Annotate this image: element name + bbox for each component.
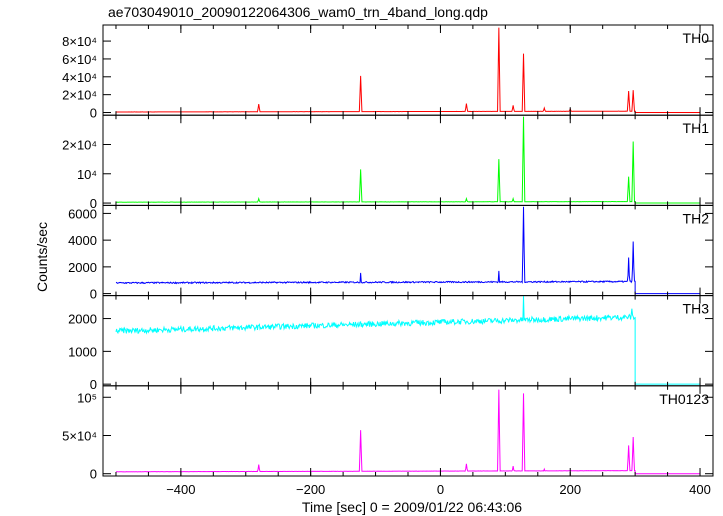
chart-title: ae703049010_20090122064306_wam0_trn_4ban… [108, 4, 488, 20]
x-tick-label: 0 [437, 482, 444, 497]
y-tick-label: 8×10⁴ [62, 34, 97, 49]
y-tick-label: 4000 [68, 233, 97, 248]
panel-th2: 0 2000 4000 6000 TH2 [68, 204, 714, 302]
series-label-th0123: TH0123 [659, 391, 709, 407]
y-tick-label: 0 [90, 196, 97, 211]
y-tick-label: 2000 [68, 312, 97, 327]
y-tick-label: 6000 [68, 206, 97, 221]
y-axis-label: Counts/sec [34, 222, 50, 292]
panel-th0: 0 2×10⁴ 4×10⁴ 6×10⁴ 8×10⁴ TH0 [62, 24, 714, 121]
y-tick-label: 2000 [68, 260, 97, 275]
x-tick-label: −200 [296, 482, 325, 497]
x-tick-label: 200 [559, 482, 581, 497]
y-tick-label: 0 [90, 287, 97, 302]
x-tick-label: −400 [166, 482, 195, 497]
series-line-th2 [115, 206, 701, 295]
panel-frame [102, 385, 714, 477]
series-label-th2: TH2 [683, 210, 710, 226]
panel-th1: 0 10⁴ 2×10⁴ TH1 [62, 114, 714, 211]
y-tick-label: 1000 [68, 344, 97, 359]
panel-th0123: 0 5×10⁴ 10⁵ TH0123 [62, 385, 714, 482]
series-label-th0: TH0 [683, 30, 710, 46]
series-line-th1 [115, 116, 701, 204]
series-line-th3 [115, 295, 701, 385]
y-tick-label: 0 [90, 467, 97, 482]
y-tick-label: 2×10⁴ [62, 88, 97, 103]
series-label-th3: TH3 [683, 301, 710, 317]
series-label-th1: TH1 [683, 120, 710, 136]
y-tick-label: 10⁵ [77, 390, 97, 405]
series-line-th0123 [115, 389, 701, 475]
y-tick-label: 2×10⁴ [62, 137, 97, 152]
panel-frame [102, 114, 714, 206]
y-tick-label: 6×10⁴ [62, 52, 97, 67]
panel-th3: 0 1000 2000 TH3 [68, 295, 714, 392]
x-tick-label: 400 [689, 482, 711, 497]
y-tick-label: 0 [90, 106, 97, 121]
series-line-th0 [115, 27, 701, 114]
y-tick-label: 4×10⁴ [62, 70, 97, 85]
x-axis-label: Time [sec] 0 = 2009/01/22 06:43:06 [302, 499, 522, 515]
panels: 0 2×10⁴ 4×10⁴ 6×10⁴ 8×10⁴ TH0 0 10⁴ 2×10⁴ TH1 0 200… [62, 24, 714, 497]
y-tick-label: 10⁴ [77, 167, 97, 182]
y-tick-label: 5×10⁴ [62, 428, 97, 443]
panel-frame [102, 24, 714, 116]
y-tick-label: 0 [90, 377, 97, 392]
panel-frame [102, 295, 714, 387]
